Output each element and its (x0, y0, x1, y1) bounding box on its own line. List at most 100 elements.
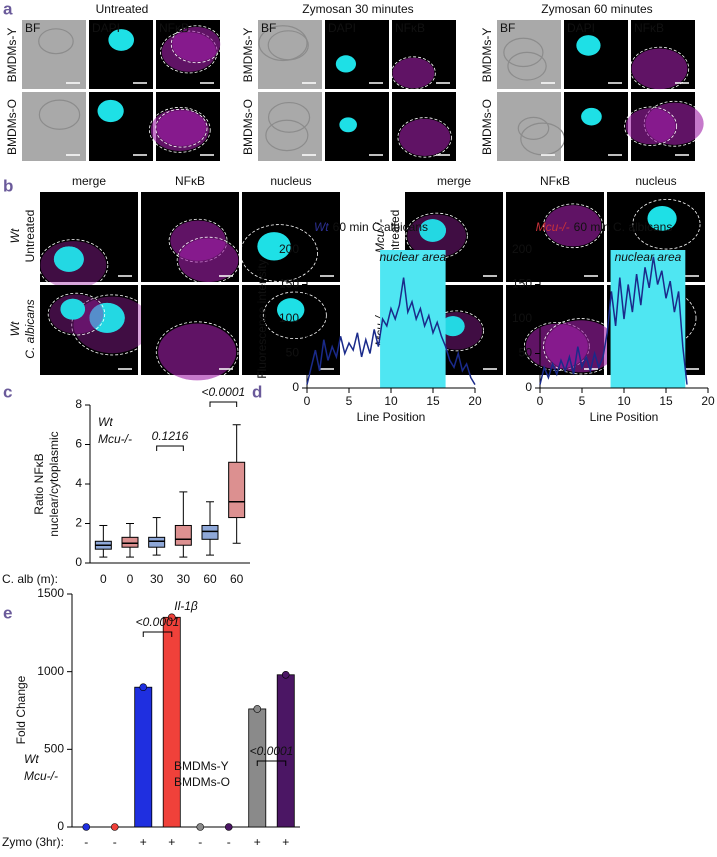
channel-label: NFκB (634, 21, 664, 35)
bracket (209, 401, 238, 407)
outline (155, 321, 239, 383)
x-tick-label: 30 (177, 572, 191, 586)
condition-label: C. albicans (23, 299, 37, 358)
micrograph (89, 92, 153, 161)
outline (47, 292, 106, 336)
x-tick-label: + (254, 835, 261, 849)
condition-title: Untreated (96, 2, 149, 16)
outline (397, 117, 452, 158)
y-tick-label: 150 (512, 277, 532, 291)
condition-title: Zymosan 60 minutes (541, 2, 652, 16)
cell (267, 101, 311, 133)
outline (629, 46, 690, 91)
x-axis-label: Line Position (357, 410, 426, 424)
nucleus (97, 99, 124, 123)
legend-entry: Mcu-/- (98, 432, 132, 446)
panel-label: b (3, 176, 13, 195)
x-tick-label: 60 (203, 572, 217, 586)
micrograph (564, 92, 628, 161)
y-axis-label: Fold Change (14, 675, 28, 744)
channel-label: DAPI (328, 21, 356, 35)
condition-title: Zymosan 30 minutes (302, 2, 413, 16)
x-tick-label: - (227, 835, 231, 849)
x-axis-label: Zymo (3hr): (2, 835, 64, 849)
column-header: NFκB (175, 174, 205, 188)
y-tick-label: 2 (75, 516, 82, 530)
bar-dot (281, 670, 290, 679)
x-tick-label: 15 (426, 394, 440, 408)
x-tick-label: 60 (230, 572, 244, 586)
row-label: BMDMs-Y (241, 28, 255, 83)
genotype-label: Wt (8, 228, 22, 243)
x-tick-label: - (84, 835, 88, 849)
bar-dot (167, 613, 176, 622)
y-tick-label: 0 (525, 380, 532, 394)
y-tick-label: 8 (75, 397, 82, 411)
y-tick-label: 200 (279, 242, 299, 256)
condition-label: Untreated (388, 210, 402, 263)
panel-label: d (252, 382, 262, 401)
cell (258, 25, 308, 62)
nuclear-region (380, 250, 446, 388)
y-tick-label: 500 (44, 742, 64, 756)
chart-title: Il-1β (174, 599, 198, 613)
x-axis-label: C. alb (m): (2, 572, 58, 586)
nuclear-region (610, 250, 686, 388)
cell (517, 116, 550, 140)
micrograph (258, 92, 322, 161)
row-label: BMDMs-Y (480, 28, 494, 83)
micrograph (40, 285, 138, 375)
cytoplasm (156, 110, 206, 146)
nucleus (647, 205, 677, 231)
micrograph (497, 20, 561, 89)
cytoplasm (625, 108, 676, 145)
x-tick-label: 5 (346, 394, 353, 408)
cytoplasm (399, 118, 451, 157)
outline (168, 218, 228, 263)
genotype-label: Mcu-/- (373, 219, 387, 253)
row-label: BMDMs-O (480, 99, 494, 155)
chart-title: Mcu-/- 60 min C. albicans (536, 220, 673, 234)
row-label: BMDMs-O (241, 99, 255, 155)
column-header: nucleus (635, 174, 676, 188)
x-tick-label: 0 (537, 394, 544, 408)
cytoplasm (631, 48, 688, 90)
outline (176, 236, 241, 284)
y-tick-label: 50 (519, 346, 533, 360)
box (148, 536, 166, 548)
nucleus (339, 117, 357, 133)
x-tick-label: + (168, 835, 175, 849)
bracket (142, 631, 173, 637)
outline (155, 108, 208, 148)
y-tick-label: 200 (512, 242, 532, 256)
bracket (156, 445, 184, 451)
x-tick-label: - (113, 835, 117, 849)
nucleus (576, 35, 601, 56)
bar-dot (196, 823, 205, 831)
micrograph (22, 92, 86, 161)
x-tick-label: 10 (384, 394, 398, 408)
legend-entry: BMDMs-Y (174, 759, 229, 773)
bracket (256, 760, 287, 766)
channel-label: BF (25, 21, 40, 35)
cell (267, 30, 309, 61)
nucleus (53, 246, 84, 272)
genotype-label: Wt (8, 321, 22, 336)
nucleus (60, 298, 86, 320)
title-text: 60 min C.albicans (333, 220, 428, 234)
p-value: 0.1216 (152, 429, 189, 443)
bar-dot (253, 705, 262, 713)
x-tick-label: + (282, 835, 289, 849)
bar-dot (224, 823, 233, 831)
nucleus (89, 302, 125, 333)
x-tick-label: 15 (659, 394, 673, 408)
micrograph (325, 20, 389, 89)
box (174, 524, 192, 546)
x-tick-label: 0 (127, 572, 134, 586)
micrograph (325, 92, 389, 161)
box (228, 461, 246, 519)
y-tick-label: 0 (75, 555, 82, 569)
p-value: <0.0001 (136, 615, 180, 629)
cell (265, 119, 309, 152)
outline (643, 100, 706, 147)
